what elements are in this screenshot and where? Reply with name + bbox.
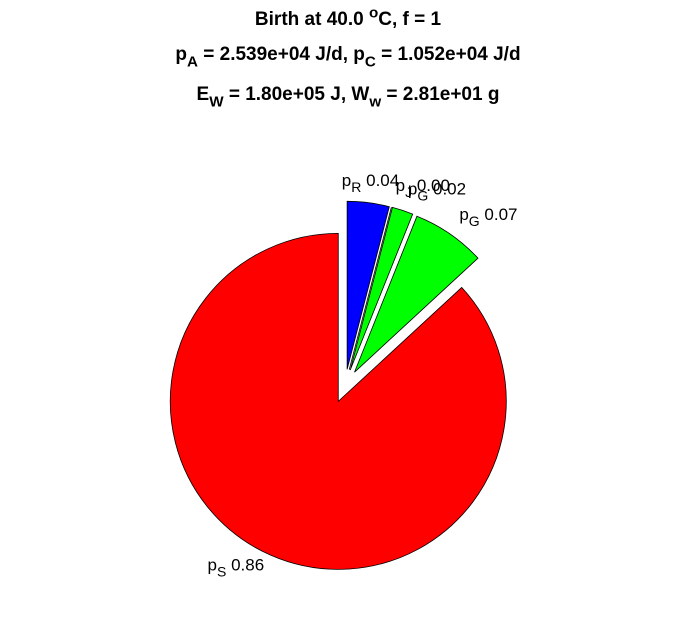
subscript: w xyxy=(368,94,381,111)
text-part: p xyxy=(175,44,187,65)
label-name: p xyxy=(342,171,351,190)
value-label: 0.07 xyxy=(484,205,517,224)
label-name: p xyxy=(408,179,417,198)
label-name: p xyxy=(208,556,217,575)
label-subscript: J xyxy=(405,184,412,200)
subscript: C xyxy=(365,54,376,71)
text-part: = 2.81e+01 g xyxy=(381,84,499,105)
pie-slice xyxy=(354,215,479,373)
text-part: = 2.539e+04 J/d, p xyxy=(198,44,365,65)
pie-slice xyxy=(169,232,507,570)
slice-label: pJ 0.00 xyxy=(396,176,450,200)
chart-title: Birth at 40.0 oC, f = 1 xyxy=(255,4,442,30)
subscript: W xyxy=(209,94,224,111)
text-part: E xyxy=(197,84,210,105)
slice-label: pS 0.86 xyxy=(208,556,265,580)
pie-slice xyxy=(349,206,414,371)
slice-label: pG 0.07 xyxy=(459,205,517,229)
chart-title: pA = 2.539e+04 J/d, pC = 1.052e+04 J/d xyxy=(175,44,520,71)
value-label: 0.04 xyxy=(366,171,399,190)
label-name: p xyxy=(459,205,468,224)
text-part: = 1.80e+05 J, W xyxy=(224,84,370,105)
label-subscript: G xyxy=(417,187,428,203)
text-part: Birth at 40.0 xyxy=(255,9,369,30)
chart-title: EW = 1.80e+05 J, Ww = 2.81e+01 g xyxy=(197,84,500,111)
superscript: o xyxy=(369,4,378,21)
text-part: = 1.052e+04 J/d xyxy=(376,44,521,65)
label-subscript: G xyxy=(469,213,480,229)
text-part: C, f = 1 xyxy=(378,9,441,30)
pie-slice xyxy=(346,200,390,370)
value-label: 0.00 xyxy=(417,176,450,195)
slice-label: pR 0.04 xyxy=(342,171,399,195)
subscript: A xyxy=(187,54,198,71)
slice-label: pG 0.02 xyxy=(408,179,466,203)
label-subscript: R xyxy=(351,179,361,195)
label-subscript: S xyxy=(217,564,226,580)
label-name: p xyxy=(396,176,405,195)
value-label: 0.02 xyxy=(433,179,466,198)
value-label: 0.86 xyxy=(231,556,264,575)
